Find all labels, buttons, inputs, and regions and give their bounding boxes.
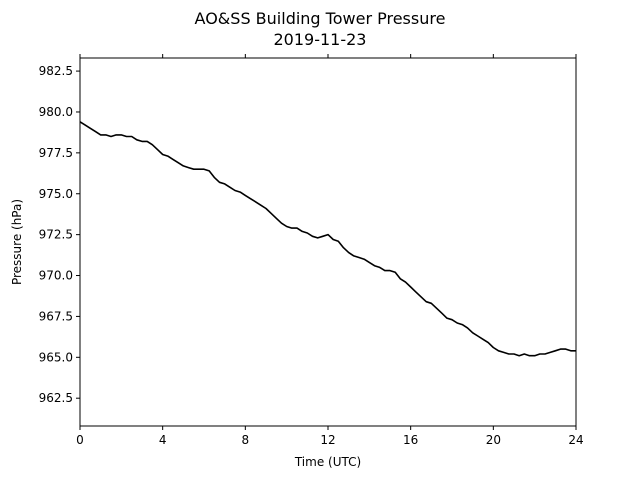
x-axis-label: Time (UTC) <box>294 455 361 469</box>
x-tick-label: 20 <box>486 433 501 447</box>
chart-subtitle: 2019-11-23 <box>274 30 367 49</box>
y-tick-label: 975.0 <box>39 187 73 201</box>
pressure-series-line <box>79 121 576 357</box>
x-tick-label: 12 <box>320 433 335 447</box>
x-tick-label: 24 <box>568 433 583 447</box>
chart-title: AO&SS Building Tower Pressure <box>195 9 446 28</box>
x-tick-label: 0 <box>76 433 84 447</box>
y-tick-label: 962.5 <box>39 391 73 405</box>
y-tick-label: 965.0 <box>39 350 73 364</box>
y-tick-label: 980.0 <box>39 105 73 119</box>
x-tick-label: 8 <box>242 433 250 447</box>
y-tick-label: 972.5 <box>39 228 73 242</box>
y-axis-label: Pressure (hPa) <box>10 199 24 285</box>
x-tick-label: 4 <box>159 433 167 447</box>
y-tick-label: 982.5 <box>39 64 73 78</box>
y-tick-label: 967.5 <box>39 309 73 323</box>
y-tick-label: 970.0 <box>39 269 73 283</box>
axis-ticks: 0 4 8 12 16 20 24 962.5 965.0 967.5 970.0 972.5 975.… <box>39 54 584 447</box>
y-tick-label: 977.5 <box>39 146 73 160</box>
x-tick-label: 16 <box>403 433 418 447</box>
series-group <box>79 121 576 357</box>
plot-area: 0 4 8 12 16 20 24 962.5 965.0 967.5 970.0 972.5 975.… <box>39 54 584 447</box>
plot-frame <box>79 57 577 427</box>
